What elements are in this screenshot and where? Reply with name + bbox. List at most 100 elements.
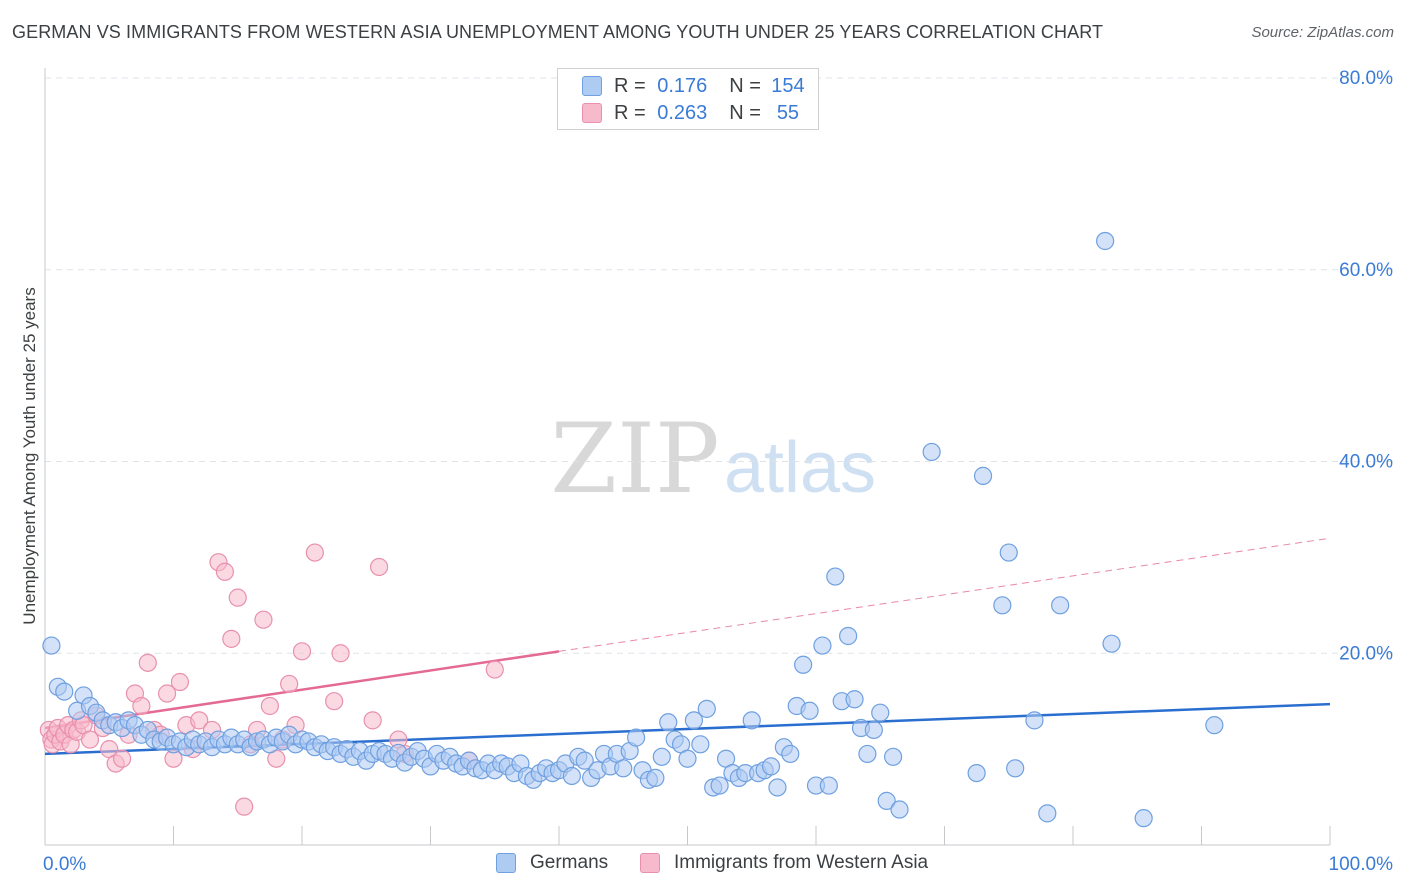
germans-point: [1051, 596, 1070, 615]
germans-point: [1134, 809, 1153, 828]
correlation-legend: R = 0.176 N = 154 R = 0.263 N = 55: [557, 68, 819, 130]
germans-point: [839, 626, 858, 646]
immigrants-point: [485, 660, 504, 679]
r-label: R =: [614, 74, 646, 97]
germans-point: [883, 747, 903, 766]
germans-point: [1096, 231, 1115, 251]
germans-point: [42, 636, 61, 655]
germans-point: [646, 768, 665, 787]
immigrants-point: [363, 711, 382, 730]
y-tick-label: 60.0%: [1339, 260, 1393, 281]
legend-row-immigrants: R = 0.263 N = 55: [582, 101, 811, 125]
immigrants-point: [190, 711, 209, 730]
immigrants-point: [325, 692, 344, 711]
germans-point: [768, 778, 787, 797]
r-value: 0.263: [657, 101, 708, 124]
immigrants-point: [138, 653, 157, 672]
y-tick-label: 80.0%: [1339, 68, 1393, 89]
immigrants-point: [370, 557, 389, 577]
germans-point: [993, 596, 1012, 615]
chart-title: GERMAN VS IMMIGRANTS FROM WESTERN ASIA U…: [12, 22, 1104, 42]
n-label: N =: [729, 74, 761, 97]
watermark: ZIP atlas: [550, 403, 876, 515]
immigrants-swatch: [640, 853, 660, 873]
germans-point: [864, 720, 883, 740]
germans-point: [871, 703, 890, 722]
immigrants-point: [260, 696, 279, 716]
immigrants-point: [228, 588, 247, 607]
germans-point: [1102, 634, 1121, 653]
immigrants-point: [254, 610, 273, 629]
germans-point: [1025, 711, 1044, 730]
series-legend: Germans Immigrants from Western Asia: [0, 852, 1406, 878]
immigrants-trend-extension: [558, 537, 1331, 652]
watermark-atlas: atlas: [724, 428, 876, 508]
gridlines: [45, 77, 1395, 654]
germans-point: [55, 682, 74, 701]
germans-point: [652, 747, 671, 766]
immigrants-point: [215, 562, 234, 581]
germans-point: [684, 711, 704, 730]
germans-point: [1038, 804, 1057, 823]
germans-point: [614, 759, 633, 778]
y-tick-label: 40.0%: [1339, 452, 1393, 473]
germans-point: [562, 766, 581, 786]
immigrants-point: [331, 644, 350, 663]
germans-point: [678, 749, 697, 768]
germans-point: [826, 567, 845, 586]
germans-point: [922, 442, 941, 462]
germans-point: [845, 690, 864, 709]
germans-point: [999, 543, 1018, 562]
germans-point: [967, 763, 986, 783]
y-tick-label: 20.0%: [1339, 643, 1393, 664]
immigrants-point: [222, 629, 241, 648]
source-credit: Source: ZipAtlas.com: [1251, 24, 1394, 41]
axes: [44, 68, 1331, 846]
n-value: 154: [771, 74, 805, 97]
n-value: 55: [776, 101, 800, 124]
immigrants-point: [157, 684, 177, 703]
legend-label-immigrants: Immigrants from Western Asia: [674, 852, 929, 873]
immigrants-swatch: [582, 103, 602, 123]
germans-point: [800, 701, 819, 720]
immigrants-point: [280, 674, 299, 694]
germans-swatch: [582, 76, 602, 96]
immigrants-point: [235, 797, 254, 816]
legend-label-germans: Germans: [530, 852, 609, 873]
germans-point: [813, 636, 832, 655]
x-tick-label-max: 100.0%: [1329, 854, 1394, 875]
immigrants-point: [292, 642, 312, 661]
germans-point: [858, 744, 877, 764]
germans-point: [626, 728, 646, 747]
germans-point: [819, 776, 838, 795]
germans-point: [973, 466, 993, 485]
legend-item-immigrants: Immigrants from Western Asia: [640, 852, 928, 874]
germans-point: [1205, 716, 1224, 735]
immigrants-point: [80, 730, 100, 749]
x-tick-label-min: 0.0%: [43, 854, 86, 875]
legend-item-germans: Germans: [496, 852, 608, 874]
tick-labels: 20.0% 40.0% 60.0% 80.0% 0.0% 100.0%: [43, 68, 1393, 875]
germans-swatch: [496, 853, 516, 873]
germans-point: [742, 711, 761, 730]
germans-point: [794, 655, 813, 674]
germans-point: [761, 757, 781, 776]
germans-point: [781, 744, 800, 764]
immigrants-point: [132, 696, 151, 716]
watermark-zip: ZIP: [550, 403, 719, 515]
r-label: R =: [614, 101, 646, 124]
immigrants-point: [305, 543, 324, 562]
germans-point: [691, 735, 710, 754]
immigrants-point: [112, 749, 132, 768]
n-label: N =: [729, 101, 761, 124]
immigrants-point: [170, 672, 190, 692]
germans-point: [1006, 759, 1025, 778]
r-value: 0.176: [657, 74, 708, 97]
germans-point: [697, 699, 716, 718]
germans-point: [659, 713, 678, 732]
legend-row-germans: R = 0.176 N = 154: [582, 74, 811, 98]
germans-point: [710, 776, 729, 795]
germans-point: [890, 800, 909, 819]
germans-points: [42, 231, 1224, 828]
